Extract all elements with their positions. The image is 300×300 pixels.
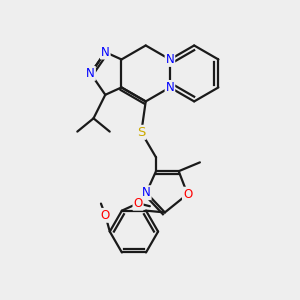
Text: N: N xyxy=(166,53,174,66)
Text: O: O xyxy=(101,209,110,222)
Text: N: N xyxy=(142,186,151,199)
Text: O: O xyxy=(183,188,192,201)
Text: S: S xyxy=(137,126,146,139)
Text: N: N xyxy=(101,46,110,59)
Text: N: N xyxy=(166,81,174,94)
Text: N: N xyxy=(86,67,95,80)
Text: O: O xyxy=(134,197,143,210)
